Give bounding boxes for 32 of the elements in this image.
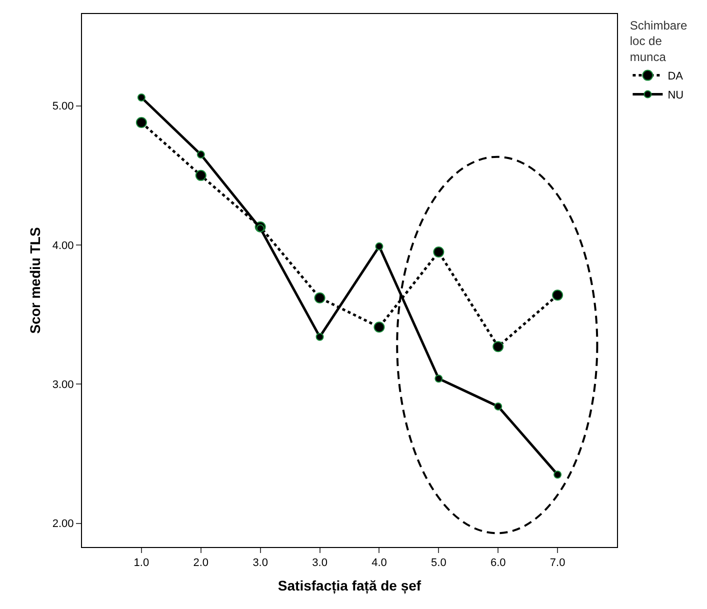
point [494,402,502,410]
x-axis-title: Satisfacția față de șef [278,578,422,594]
legend-label: DA [668,70,684,83]
point [256,224,264,232]
point [433,246,444,258]
point [554,470,562,479]
y-tick-label: 5.00 [52,100,74,113]
point [374,322,385,333]
x-tick-label: 7.0 [550,557,566,570]
point [314,292,326,304]
x-tick-label: 1.0 [134,557,150,570]
x-tick-label: 6.0 [490,557,506,570]
point [552,290,564,301]
point [434,374,443,383]
point [316,332,324,341]
legend-title: Schimbare loc de munca [630,18,688,64]
y-axis-title: Scor mediu TLS [26,227,43,334]
x-tick-label: 3.0 [252,557,268,570]
y-tick-label: 2.00 [52,518,74,530]
point [196,150,205,159]
point [375,242,384,250]
point [492,341,504,352]
legend-label: NU [668,90,684,102]
x-tick-label: 4.0 [372,557,387,570]
point [195,170,206,181]
y-tick-label: 3.00 [52,379,74,392]
x-tick-label: 3.0 [312,557,328,570]
x-tick-label: 5.0 [431,557,446,570]
point [136,117,147,128]
y-tick-label: 4.00 [52,240,74,252]
point [137,94,146,102]
x-tick-label: 2.0 [193,557,209,570]
